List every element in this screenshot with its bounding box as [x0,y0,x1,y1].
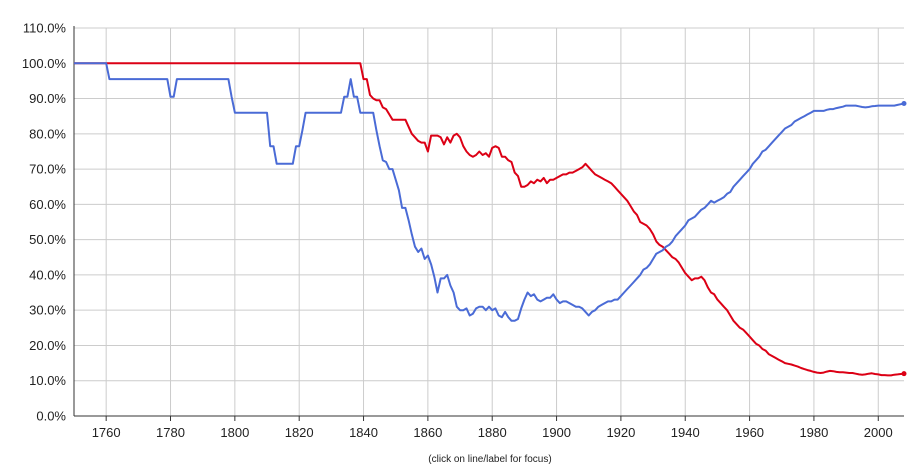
y-tick-label: 70.0% [29,162,66,177]
chart-axes [73,26,904,421]
y-tick-label: 30.0% [29,303,66,318]
x-tick-label: 1860 [413,425,442,440]
x-tick-label: 1840 [349,425,378,440]
y-tick-label: 40.0% [29,267,66,282]
y-tick-label: 50.0% [29,232,66,247]
y-tick-label: 110.0% [23,21,67,36]
y-tick-label: 0.0% [36,409,66,424]
x-tick-label: 1920 [606,425,635,440]
series-line-2[interactable] [74,62,905,322]
x-tick-label: 1800 [220,425,249,440]
y-tick-label: 90.0% [29,91,66,106]
y-tick-label: 60.0% [29,197,66,212]
chart-series[interactable] [74,62,907,377]
x-tick-label: 1880 [478,425,507,440]
x-tick-label: 1900 [542,425,571,440]
chart-grid [74,27,904,417]
series-line-1[interactable] [74,62,905,377]
x-tick-label: 1820 [285,425,314,440]
y-tick-label: 100.0% [22,56,67,71]
series-end-point-2[interactable] [901,100,907,106]
y-tick-label: 80.0% [29,126,66,141]
y-tick-label: 20.0% [29,338,66,353]
chart-tick-labels: 0.0% 10.0% 20.0% 30.0% 40.0% 50.0% 60.0% 70.0% 8… [22,21,893,441]
x-tick-label: 1940 [671,425,700,440]
x-tick-label: 1760 [92,425,121,440]
focus-hint-text: (click on line/label for focus) [428,454,551,465]
x-tick-label: 1980 [799,425,828,440]
series-end-point-1[interactable] [901,371,907,377]
x-tick-label: 2000 [864,425,893,440]
y-tick-label: 10.0% [29,373,66,388]
x-tick-label: 1960 [735,425,764,440]
x-tick-label: 1780 [156,425,185,440]
